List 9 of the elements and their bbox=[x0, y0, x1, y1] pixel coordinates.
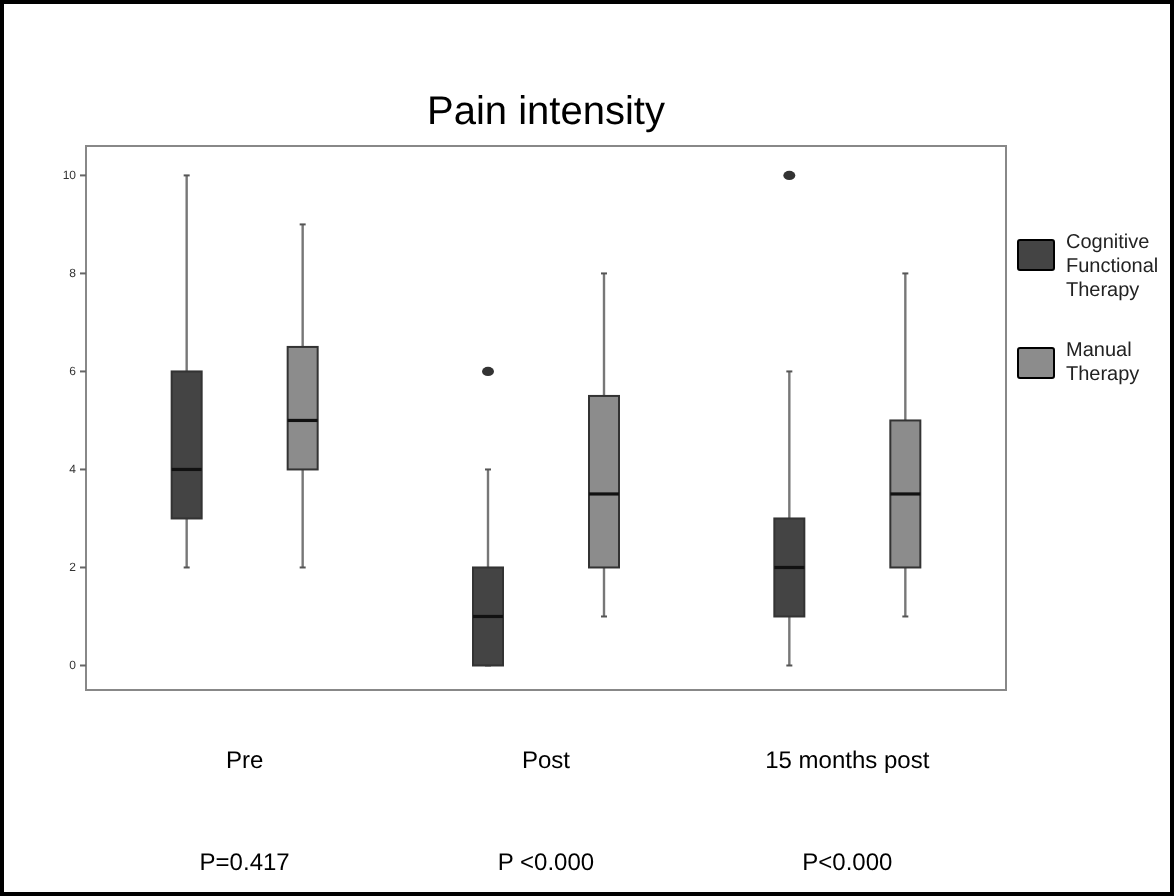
x-tick-label: 15 months post bbox=[765, 746, 931, 774]
chart-title: Pain intensity bbox=[427, 90, 665, 134]
x-tick-label: Post bbox=[521, 746, 572, 774]
text: P <0.000 bbox=[497, 848, 595, 876]
text: P=0.417 bbox=[199, 848, 291, 876]
text: P<0.000 bbox=[802, 848, 894, 876]
x-tick-label: Pre bbox=[225, 746, 264, 774]
legend-label: Cognitive Functional Therapy bbox=[1066, 232, 1159, 302]
legend-label: Manual Therapy bbox=[1066, 340, 1140, 386]
